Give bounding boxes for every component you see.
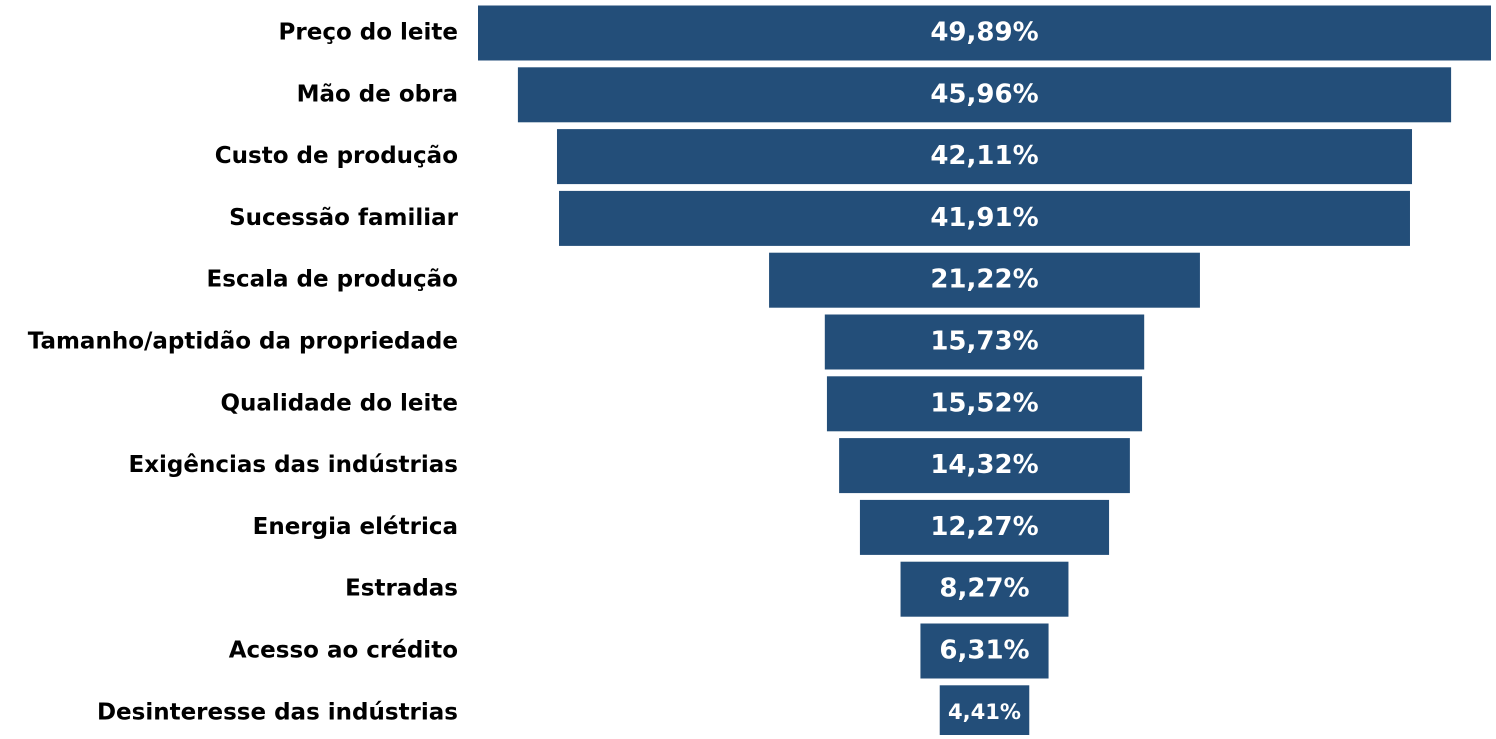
bar [920,623,1049,679]
category-label: Preço do leite [279,20,458,46]
value-label: 8,27% [939,574,1029,604]
bar [859,499,1110,555]
category-label: Qualidade do leite [220,390,458,416]
value-label: 45,96% [930,79,1038,109]
category-label: Acesso ao crédito [229,638,458,664]
bar [559,190,1410,246]
category-label: Sucessão familiar [229,205,459,231]
value-label: 4,41% [948,699,1021,724]
category-label: Energia elétrica [253,514,458,540]
category-label: Escala de produção [207,267,458,293]
category-label: Exigências das indústrias [128,452,458,478]
value-label: 41,91% [930,203,1038,233]
category-label: Custo de produção [215,143,458,169]
bar [769,252,1200,308]
value-label: 14,32% [930,450,1038,480]
bar [824,314,1145,370]
value-label: 12,27% [930,512,1038,542]
category-label: Desinteresse das indústrias [97,699,458,725]
bar [478,5,1491,61]
value-label: 15,52% [930,388,1038,418]
bar [517,67,1452,123]
value-label: 42,11% [930,141,1038,171]
bar [839,438,1130,494]
value-label: 6,31% [939,636,1029,666]
category-label: Tamanho/aptidão da propriedade [28,329,458,355]
value-label: 49,89% [930,18,1038,48]
bar [556,129,1413,185]
category-label: Estradas [345,576,458,602]
value-label: 15,73% [930,327,1038,357]
value-label: 21,22% [930,265,1038,295]
category-label: Mão de obra [297,81,458,107]
bar [939,685,1030,739]
bar [900,561,1069,617]
bar [826,376,1143,432]
